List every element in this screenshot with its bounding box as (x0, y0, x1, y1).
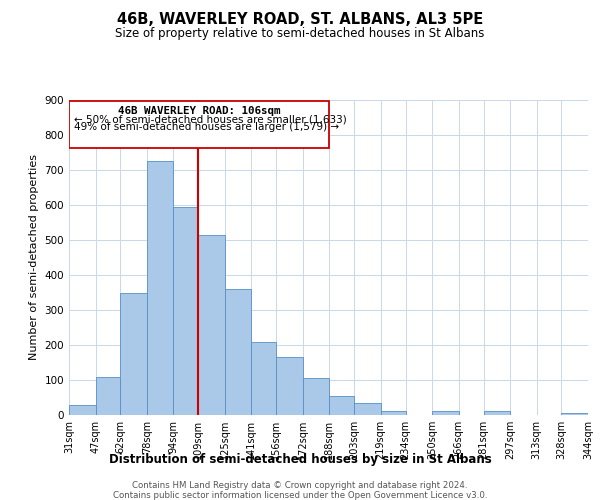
Bar (173, 207, 199, 415)
Bar (484, 411, 510, 415)
Bar (562, 413, 588, 415)
Bar (251, 342, 276, 415)
Bar (329, 396, 354, 415)
Text: 49% of semi-detached houses are larger (1,579) →: 49% of semi-detached houses are larger (… (74, 122, 339, 132)
Bar (69, 100, 329, 148)
Bar (121, 292, 147, 415)
Bar (303, 378, 329, 415)
Bar (199, 235, 225, 415)
Text: Size of property relative to semi-detached houses in St Albans: Size of property relative to semi-detach… (115, 28, 485, 40)
Bar (95, 377, 121, 415)
Bar (276, 357, 303, 415)
Text: ← 50% of semi-detached houses are smaller (1,633): ← 50% of semi-detached houses are smalle… (74, 114, 347, 124)
Bar (381, 411, 406, 415)
Text: Distribution of semi-detached houses by size in St Albans: Distribution of semi-detached houses by … (109, 452, 491, 466)
Text: 46B, WAVERLEY ROAD, ST. ALBANS, AL3 5PE: 46B, WAVERLEY ROAD, ST. ALBANS, AL3 5PE (117, 12, 483, 28)
Text: Contains HM Land Registry data © Crown copyright and database right 2024.: Contains HM Land Registry data © Crown c… (132, 481, 468, 490)
Bar (432, 411, 458, 415)
Bar (354, 403, 381, 415)
Text: Contains public sector information licensed under the Open Government Licence v3: Contains public sector information licen… (113, 491, 487, 500)
Text: 46B WAVERLEY ROAD: 106sqm: 46B WAVERLEY ROAD: 106sqm (118, 106, 280, 116)
Y-axis label: Number of semi-detached properties: Number of semi-detached properties (29, 154, 39, 360)
Bar (147, 161, 173, 415)
Bar (225, 289, 251, 415)
Bar (69, 404, 95, 415)
